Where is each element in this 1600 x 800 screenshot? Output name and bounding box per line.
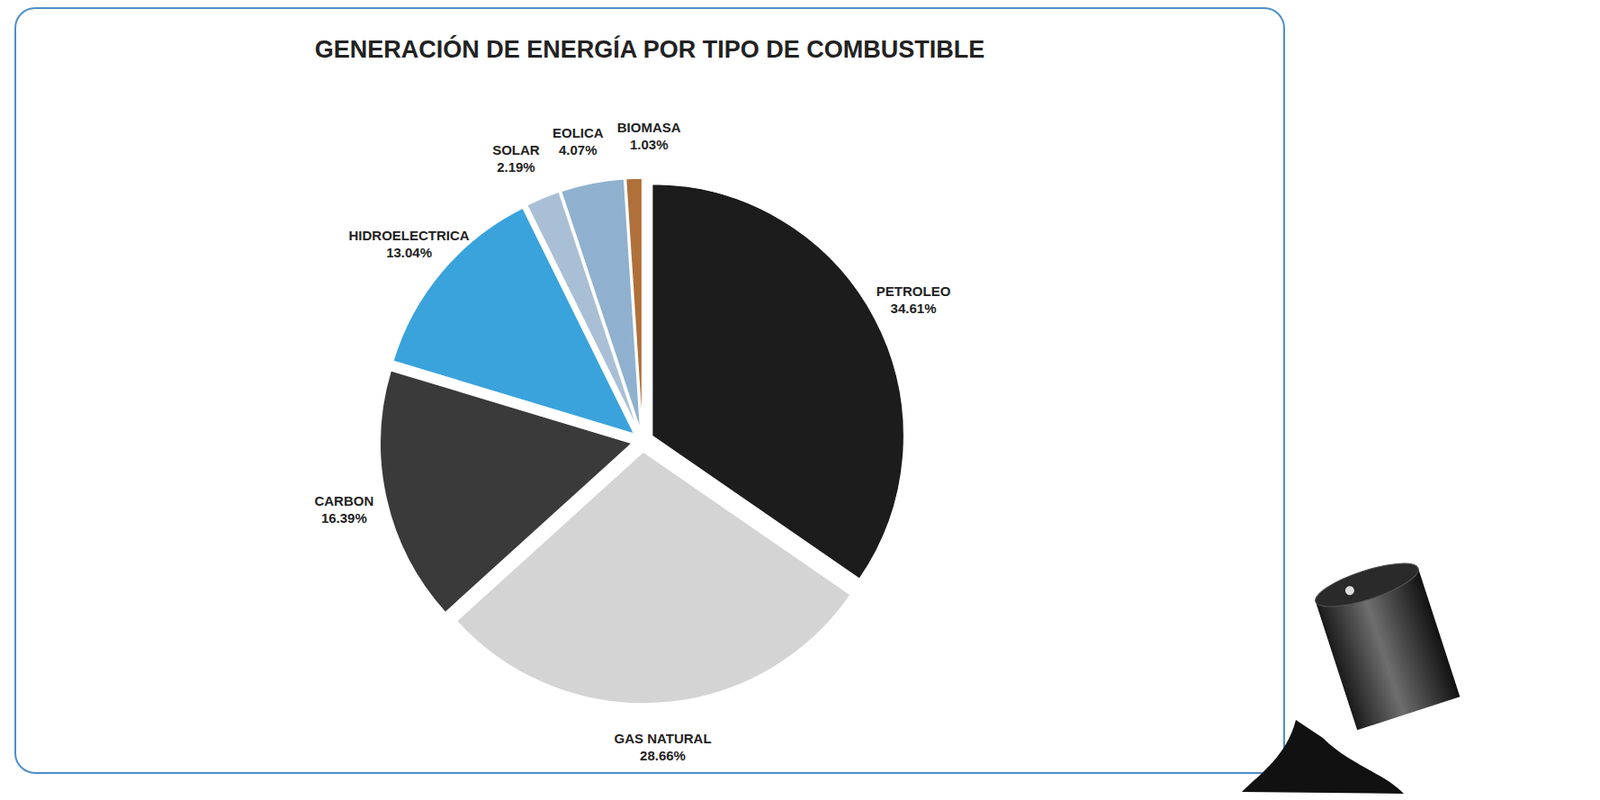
slice-label: CARBON16.39% bbox=[314, 493, 374, 526]
slice-name: HIDROELECTRICA bbox=[349, 227, 470, 243]
title: GENERACIÓN DE ENERGÍA POR TIPO DE COMBUS… bbox=[314, 35, 986, 63]
frame bbox=[15, 8, 1285, 774]
slice-label: PETROLEO34.61% bbox=[876, 283, 952, 316]
slice-label: BIOMASA1.03% bbox=[617, 119, 682, 153]
slice-name: BIOMASA bbox=[617, 119, 682, 135]
barrel-cap bbox=[1344, 584, 1357, 597]
slice-label: HIDROELECTRICA13.04% bbox=[349, 227, 470, 261]
slice-name: CARBON bbox=[314, 493, 374, 509]
slice-name: GAS NATURAL bbox=[614, 730, 712, 747]
slice-label: SOLAR2.19% bbox=[492, 142, 540, 175]
slice bbox=[626, 178, 643, 431]
pie bbox=[379, 178, 904, 704]
slice-name: PETROLEO bbox=[876, 283, 952, 299]
slice-value: 4.07% bbox=[558, 142, 598, 158]
barrel-top bbox=[1311, 554, 1423, 616]
oil-spill bbox=[1241, 719, 1404, 794]
slice-value: 34.61% bbox=[890, 300, 937, 316]
slice-value: 13.04% bbox=[386, 244, 432, 261]
chart: GENERACIÓN DE ENERGÍA POR TIPO DE COMBUS… bbox=[0, 0, 1600, 800]
slice-value: 28.66% bbox=[639, 747, 686, 764]
slice-label: EOLICA4.07% bbox=[552, 125, 604, 158]
slice-label: GAS NATURAL28.66% bbox=[614, 730, 712, 764]
slice-value: 1.03% bbox=[629, 136, 669, 153]
barrel-icon bbox=[1311, 554, 1460, 730]
data-labels: PETROLEO34.61% GAS NATURAL28.66% CARBON16.… bbox=[314, 119, 951, 764]
slice-name: SOLAR bbox=[492, 142, 540, 158]
slice-value: 16.39% bbox=[321, 510, 368, 526]
slice-value: 2.19% bbox=[496, 159, 536, 175]
slice-name: EOLICA bbox=[552, 125, 604, 141]
